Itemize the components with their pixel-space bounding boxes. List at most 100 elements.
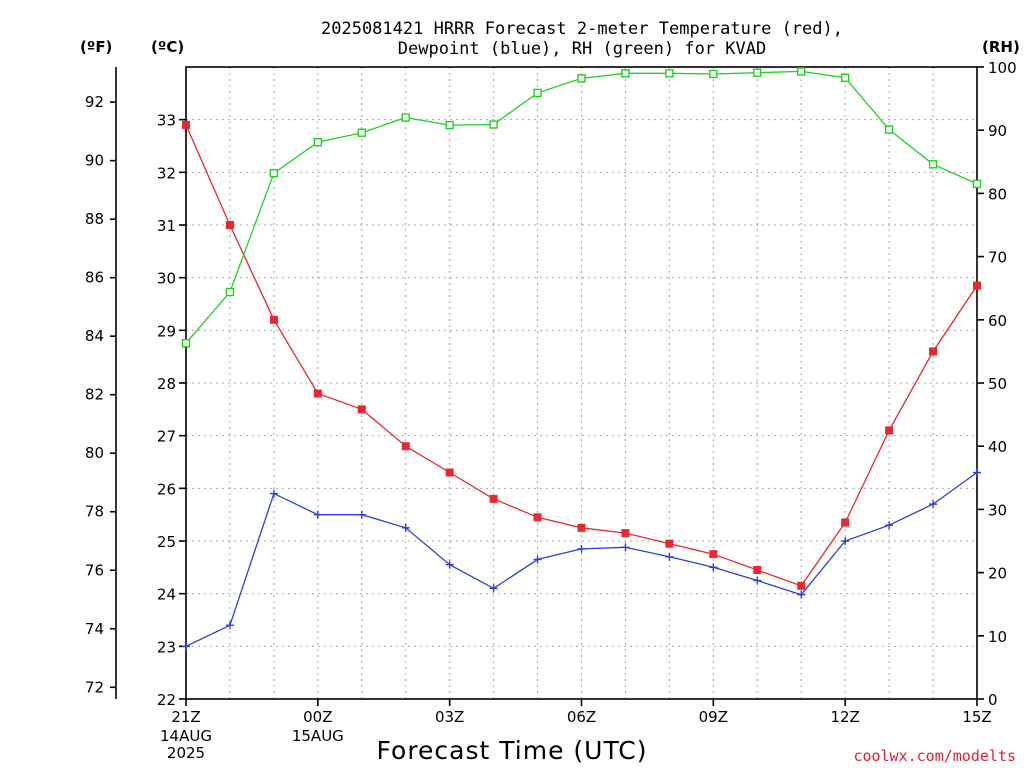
- fahrenheit-tick-label: 84: [85, 327, 104, 345]
- rh-point: [797, 67, 806, 76]
- dewpoint-point: [313, 510, 322, 519]
- rh-tick-label: 100: [988, 59, 1017, 77]
- temperature-point: [973, 281, 981, 290]
- temperature-point: [665, 539, 674, 548]
- temperature-point: [929, 347, 938, 356]
- dewpoint-point: [753, 576, 762, 585]
- fahrenheit-tick-label: 78: [85, 503, 104, 521]
- dewpoint-point: [797, 590, 806, 599]
- celsius-tick-label: 31: [157, 217, 176, 235]
- rh-point: [313, 138, 323, 147]
- fahrenheit-tick-label: 72: [85, 678, 104, 696]
- celsius-tick-label: 33: [157, 112, 176, 130]
- temperature-point: [401, 442, 410, 451]
- temperature-point: [885, 426, 894, 435]
- x-tick-label: 00Z: [303, 708, 332, 726]
- fahrenheit-tick-label: 86: [85, 269, 104, 287]
- dewpoint-point: [709, 563, 718, 572]
- celsius-unit-label: (ºC): [151, 38, 184, 56]
- dewpoint-point: [445, 560, 454, 569]
- dewpoint-point: [182, 642, 190, 651]
- temperature-point: [313, 389, 322, 398]
- temperature-point: [709, 550, 718, 559]
- dewpoint-point: [841, 537, 850, 545]
- rh-point: [445, 120, 454, 130]
- dewpoint-point: [533, 555, 542, 564]
- rh-tick-label: 30: [988, 501, 1007, 519]
- temperature-point: [445, 468, 454, 477]
- rh-point: [357, 128, 366, 137]
- temperature-point: [577, 523, 586, 532]
- rh-point: [269, 168, 279, 178]
- x-tick-label: 03Z: [435, 708, 464, 726]
- celsius-tick-label: 23: [157, 638, 176, 656]
- x-tick-label: 09Z: [699, 708, 728, 726]
- rh-point: [225, 287, 235, 297]
- rh-tick-label: 0: [988, 691, 998, 709]
- rh-point: [840, 73, 850, 82]
- rh-tick-label: 70: [988, 249, 1007, 267]
- dewpoint-point: [269, 489, 278, 498]
- celsius-tick-label: 28: [157, 375, 176, 393]
- fahrenheit-tick-label: 82: [85, 386, 104, 404]
- rh-tick-label: 80: [988, 185, 1007, 203]
- celsius-tick-label: 22: [157, 691, 176, 709]
- rh-point: [621, 69, 630, 78]
- rh-tick-label: 60: [988, 312, 1007, 330]
- rh-tick-label: 20: [988, 565, 1007, 583]
- grid: [186, 67, 977, 699]
- fahrenheit-unit-label: (ºF): [80, 38, 112, 56]
- rh-point: [665, 69, 674, 78]
- x-tick-sublabel: 14AUG: [160, 727, 212, 745]
- fahrenheit-tick-label: 74: [85, 620, 104, 638]
- fahrenheit-tick-label: 92: [85, 93, 104, 111]
- temperature-point: [357, 405, 366, 414]
- celsius-tick-label: 25: [157, 533, 176, 551]
- celsius-tick-label: 29: [157, 322, 176, 340]
- rh-point: [401, 113, 410, 122]
- dewpoint-point: [401, 523, 410, 532]
- rh-point: [533, 88, 542, 98]
- dewpoint-point: [665, 552, 674, 561]
- dewpoint-point: [577, 544, 586, 553]
- rh-point: [884, 125, 894, 134]
- dewpoint-point: [357, 510, 366, 519]
- series: [181, 67, 982, 651]
- rh-tick-label: 90: [988, 122, 1007, 140]
- temperature-point: [225, 221, 234, 229]
- temperature-point: [269, 315, 278, 324]
- chart-title-line-1: 2025081421 HRRR Forecast 2-meter Tempera…: [321, 19, 843, 39]
- x-tick-label: 21Z: [171, 708, 200, 726]
- x-axis-title: Forecast Time (UTC): [377, 736, 648, 765]
- dewpoint-point: [225, 621, 234, 630]
- x-tick-label: 15Z: [962, 708, 991, 726]
- rh-point: [577, 74, 586, 83]
- rh-tick-label: 50: [988, 375, 1007, 393]
- x-tick-label: 12Z: [830, 708, 859, 726]
- celsius-tick-label: 24: [157, 586, 176, 604]
- temperature-point: [797, 581, 806, 590]
- fahrenheit-tick-label: 88: [85, 210, 104, 228]
- rh-tick-label: 10: [988, 628, 1007, 646]
- rh-point: [709, 69, 718, 79]
- temperature-point: [753, 565, 762, 574]
- fahrenheit-tick-label: 80: [85, 444, 104, 462]
- celsius-tick-label: 27: [157, 428, 176, 446]
- fahrenheit-tick-label: 90: [85, 152, 104, 170]
- temperature-point: [489, 494, 498, 503]
- rh-point: [972, 179, 982, 189]
- rh-unit-label: (RH): [982, 38, 1020, 56]
- rh-tick-label: 40: [988, 438, 1007, 456]
- chart-title-line-2: Dewpoint (blue), RH (green) for KVAD: [398, 39, 766, 59]
- axes: 72 74 76 78 80 82 84 86 88 90 92 22 23 24 25 26 27 28 29 30…: [85, 59, 1017, 762]
- celsius-tick-label: 30: [157, 270, 176, 288]
- celsius-tick-label: 32: [157, 164, 176, 182]
- rh-point: [181, 338, 191, 348]
- rh-point: [928, 160, 938, 169]
- celsius-tick-label: 26: [157, 480, 176, 498]
- temperature-point: [533, 513, 542, 522]
- dewpoint-point: [489, 584, 498, 593]
- temperature-point: [621, 529, 630, 538]
- x-tick-label: 06Z: [567, 708, 596, 726]
